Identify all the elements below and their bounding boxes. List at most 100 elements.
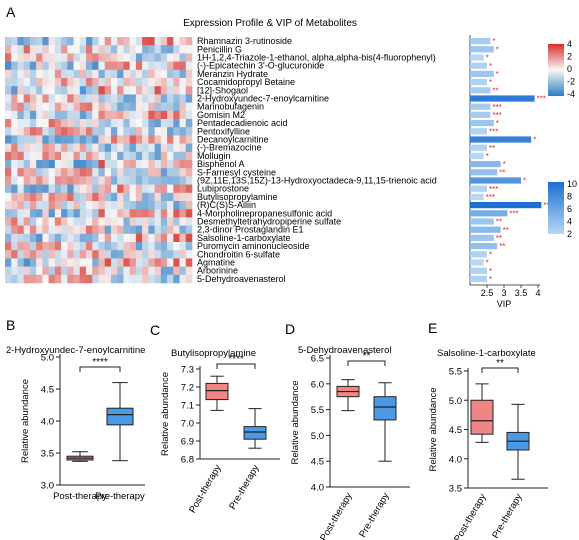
heatmap-cell bbox=[23, 258, 31, 267]
heatmap-cell bbox=[92, 37, 99, 46]
heatmap-cell bbox=[179, 250, 187, 259]
heatmap-cell bbox=[61, 53, 68, 62]
heatmap-cell bbox=[92, 53, 99, 62]
heatmap-cell bbox=[17, 110, 24, 120]
heatmap-cell bbox=[167, 86, 174, 95]
heatmap-cell bbox=[154, 45, 162, 54]
heatmap-cell bbox=[67, 45, 74, 54]
heatmap-cell bbox=[167, 61, 174, 71]
heatmap-cell bbox=[5, 201, 12, 210]
heatmap-cell bbox=[148, 102, 155, 112]
heatmap-cell bbox=[92, 209, 99, 218]
vip-bar bbox=[470, 152, 484, 159]
vip-significance-star: * bbox=[496, 119, 499, 128]
vip-bar bbox=[470, 54, 484, 61]
heatmap-cell bbox=[117, 69, 124, 79]
heatmap-cell bbox=[117, 143, 124, 153]
heatmap-cell bbox=[54, 61, 62, 71]
heatmap-cell bbox=[148, 266, 155, 276]
heatmap-cell bbox=[48, 45, 56, 54]
heatmap-cell bbox=[86, 69, 93, 79]
heatmap-cell bbox=[135, 102, 143, 112]
heatmap-cell bbox=[179, 201, 187, 210]
heatmap-cell bbox=[67, 160, 74, 169]
vip-x-tick-label: 3 bbox=[501, 288, 506, 298]
heatmap-cell bbox=[185, 266, 193, 276]
heatmap-cell bbox=[179, 127, 187, 136]
heatmap-row-label: (-)-Epicatechin 3'-O-glucuronide bbox=[197, 61, 324, 71]
heatmap-cell bbox=[185, 135, 193, 144]
heatmap-cell bbox=[142, 86, 149, 95]
heatmap-cell bbox=[110, 102, 118, 112]
heatmap-cell bbox=[5, 160, 12, 169]
heatmap-row-label: S-Farnesyl cysteine bbox=[197, 167, 276, 177]
heatmap-cell bbox=[148, 53, 155, 62]
heatmap-cell bbox=[48, 274, 56, 284]
heatmap-cell bbox=[79, 225, 87, 235]
heatmap-cell bbox=[160, 201, 168, 210]
heatmap-cell bbox=[142, 151, 149, 161]
heatmap-cell bbox=[48, 135, 56, 144]
heatmap-cell bbox=[110, 250, 118, 259]
heatmap-cell bbox=[29, 217, 37, 226]
heatmap-cell bbox=[11, 233, 18, 243]
vip-bar bbox=[470, 87, 491, 94]
heatmap-cell bbox=[29, 225, 37, 235]
heatmap-cell bbox=[148, 250, 155, 259]
heatmap-cell bbox=[29, 233, 37, 243]
boxplot-x-tick-label: Pre-therapy bbox=[357, 491, 391, 540]
heatmap-cell bbox=[185, 274, 193, 284]
heatmap-cell bbox=[173, 86, 180, 95]
heatmap-cell bbox=[86, 160, 93, 169]
vip-significance-star: *** bbox=[509, 209, 518, 218]
heatmap-cell bbox=[73, 151, 81, 161]
heatmap-cell bbox=[173, 78, 180, 87]
heatmap-cell bbox=[29, 78, 37, 87]
heatmap-cell bbox=[5, 78, 12, 87]
boxplot-y-tick-label: 4.0 bbox=[311, 483, 324, 494]
heatmap-cell bbox=[73, 209, 81, 218]
heatmap-cell bbox=[17, 192, 24, 202]
heatmap-cell bbox=[29, 192, 37, 202]
heatmap-row-label: 5-Dehydroavenasterol bbox=[197, 274, 286, 284]
heatmap-cell bbox=[86, 192, 93, 202]
heatmap-cell bbox=[48, 250, 56, 259]
heatmap-cell bbox=[142, 160, 149, 169]
heatmap-cell bbox=[104, 78, 112, 87]
heatmap-cell bbox=[54, 86, 62, 95]
heatmap-cell bbox=[29, 61, 37, 71]
heatmap-cell bbox=[73, 86, 81, 95]
heatmap-cell bbox=[11, 225, 18, 235]
heatmap-cell bbox=[123, 135, 130, 144]
heatmap-cell bbox=[92, 102, 99, 112]
heatmap-cell bbox=[61, 201, 68, 210]
boxplot-y-tick-label: 7.2 bbox=[181, 383, 194, 394]
heatmap-cell bbox=[86, 127, 93, 136]
heatmap-cell bbox=[92, 135, 99, 144]
heatmap-cell bbox=[142, 250, 149, 259]
heatmap-cell bbox=[17, 37, 24, 46]
vip-colorbar-tick: 2 bbox=[567, 229, 572, 239]
heatmap-cell bbox=[135, 151, 143, 161]
boxplot-y-tick-label: 4.5 bbox=[41, 385, 54, 396]
vip-bar bbox=[470, 120, 494, 127]
heatmap-cell bbox=[29, 86, 37, 95]
heatmap-cell bbox=[5, 119, 12, 128]
heatmap-cell bbox=[42, 135, 49, 144]
heatmap-cell bbox=[86, 151, 93, 161]
heatmap-cell bbox=[11, 143, 18, 153]
heatmap-cell bbox=[61, 110, 68, 120]
heatmap-cell bbox=[54, 143, 62, 153]
boxplot-title: 5-Dehydroavenasterol bbox=[298, 345, 391, 356]
heatmap-cell bbox=[79, 274, 87, 284]
boxplot-y-tick-label: 4.5 bbox=[311, 457, 324, 468]
heatmap-cell bbox=[185, 151, 193, 161]
heatmap-colorbar-tick: 0 bbox=[567, 64, 572, 74]
heatmap-cell bbox=[54, 119, 62, 128]
heatmap-cell bbox=[123, 192, 130, 202]
heatmap-cell bbox=[167, 53, 174, 62]
heatmap-cell bbox=[142, 102, 149, 112]
heatmap-cell bbox=[104, 184, 112, 194]
heatmap-cell bbox=[11, 250, 18, 259]
heatmap-cell bbox=[173, 258, 180, 267]
